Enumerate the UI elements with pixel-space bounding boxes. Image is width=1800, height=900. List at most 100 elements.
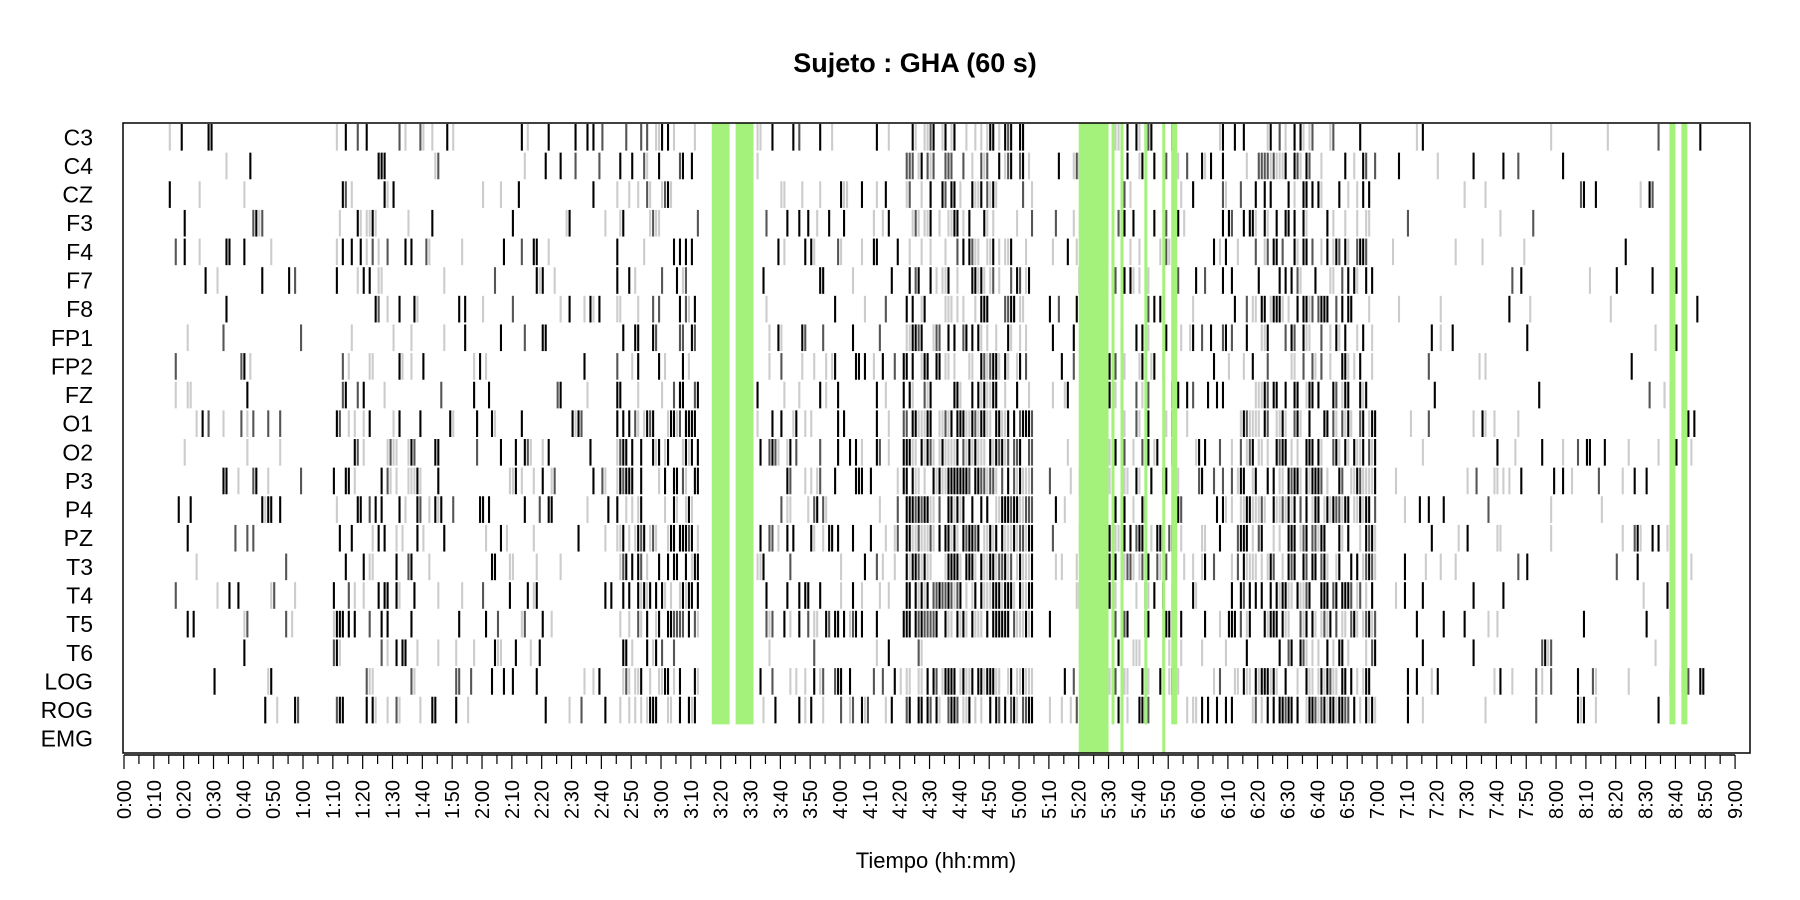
activity-cell	[416, 496, 419, 523]
activity-cell	[1266, 610, 1269, 638]
activity-cell	[783, 238, 786, 266]
activity-cell	[1359, 238, 1362, 266]
activity-cell	[523, 610, 526, 638]
activity-cell	[341, 696, 344, 724]
activity-cell	[1260, 295, 1263, 323]
activity-cell	[968, 238, 971, 266]
activity-cell	[935, 324, 938, 352]
activity-cell	[655, 582, 658, 609]
activity-cell	[1218, 124, 1222, 151]
activity-cell	[783, 381, 786, 409]
activity-cell	[335, 238, 338, 266]
activity-cell	[1141, 152, 1144, 180]
activity-cell	[410, 439, 413, 466]
activity-cell	[1254, 209, 1257, 237]
activity-cell	[908, 553, 911, 581]
x-tick-label: 4:10	[860, 780, 882, 819]
activity-cell	[658, 124, 661, 151]
activity-cell	[684, 524, 687, 552]
activity-cell	[1341, 267, 1344, 294]
activity-cell	[240, 410, 243, 437]
activity-cell	[687, 439, 690, 466]
activity-cell	[413, 467, 416, 495]
activity-cell	[520, 467, 523, 495]
activity-cell	[1332, 209, 1335, 237]
activity-cell	[974, 582, 977, 609]
activity-cell	[1242, 353, 1245, 380]
activity-cell	[977, 439, 980, 466]
activity-cell	[1499, 668, 1502, 695]
activity-cell	[1427, 353, 1430, 380]
activity-cell	[980, 124, 983, 151]
activity-cell	[962, 410, 965, 437]
activity-cell	[532, 582, 535, 609]
activity-cell	[1025, 524, 1028, 552]
activity-cell	[616, 238, 619, 266]
activity-cell	[669, 696, 673, 724]
activity-cell	[1230, 209, 1233, 237]
activity-cell	[1320, 553, 1323, 581]
activity-cell	[977, 324, 980, 352]
activity-cell	[672, 553, 676, 581]
activity-cell	[1466, 467, 1469, 495]
activity-cell	[1007, 324, 1010, 352]
activity-cell	[1368, 696, 1371, 724]
activity-cell	[1168, 610, 1171, 638]
activity-cell	[1153, 152, 1156, 180]
activity-cell	[1344, 238, 1347, 266]
activity-cell	[693, 381, 696, 409]
activity-cell	[828, 524, 831, 552]
activity-cell	[1368, 295, 1371, 323]
activity-cell	[1305, 238, 1308, 266]
activity-cell	[1150, 124, 1153, 151]
activity-cell	[819, 467, 822, 495]
activity-cell	[452, 410, 455, 437]
activity-cell	[619, 209, 622, 237]
activity-cell	[762, 553, 765, 581]
activity-cell	[1117, 124, 1120, 151]
activity-cell	[1290, 439, 1293, 466]
activity-cell	[243, 353, 246, 380]
activity-cell	[1332, 696, 1335, 724]
activity-cell	[658, 610, 661, 638]
activity-cell	[1260, 324, 1263, 352]
activity-cell	[1338, 696, 1341, 724]
activity-cell	[986, 610, 989, 638]
activity-cell	[944, 582, 947, 609]
activity-cell	[592, 124, 595, 151]
activity-cell	[911, 124, 914, 151]
activity-cell	[929, 553, 932, 581]
activity-cell	[1290, 553, 1293, 581]
activity-cell	[1251, 439, 1254, 466]
activity-cell	[890, 267, 893, 294]
activity-cell	[1415, 610, 1418, 638]
activity-cell	[1418, 496, 1421, 523]
activity-cell	[547, 238, 550, 266]
activity-cell	[944, 267, 947, 294]
activity-cell	[604, 467, 607, 495]
activity-cell	[774, 696, 777, 724]
activity-cell	[816, 610, 819, 638]
activity-cell	[443, 524, 446, 552]
activity-cell	[965, 524, 968, 552]
activity-cell	[684, 295, 687, 323]
activity-cell	[1284, 324, 1287, 352]
activity-cell	[1311, 668, 1314, 695]
activity-cell	[210, 124, 213, 151]
activity-cell	[995, 181, 998, 208]
activity-cell	[1296, 267, 1299, 294]
activity-cell	[998, 439, 1001, 466]
activity-cell	[851, 696, 855, 724]
channel-label-fp1: FP1	[51, 325, 93, 351]
activity-cell	[1165, 209, 1168, 237]
activity-cell	[980, 610, 983, 638]
activity-cell	[604, 524, 607, 552]
activity-cell	[601, 124, 604, 151]
activity-cell	[917, 524, 920, 552]
activity-cell	[1329, 267, 1332, 294]
activity-cell	[935, 668, 938, 695]
activity-cell	[1168, 639, 1171, 667]
activity-cell	[986, 524, 989, 552]
activity-cell	[422, 124, 425, 151]
activity-cell	[1135, 467, 1138, 495]
